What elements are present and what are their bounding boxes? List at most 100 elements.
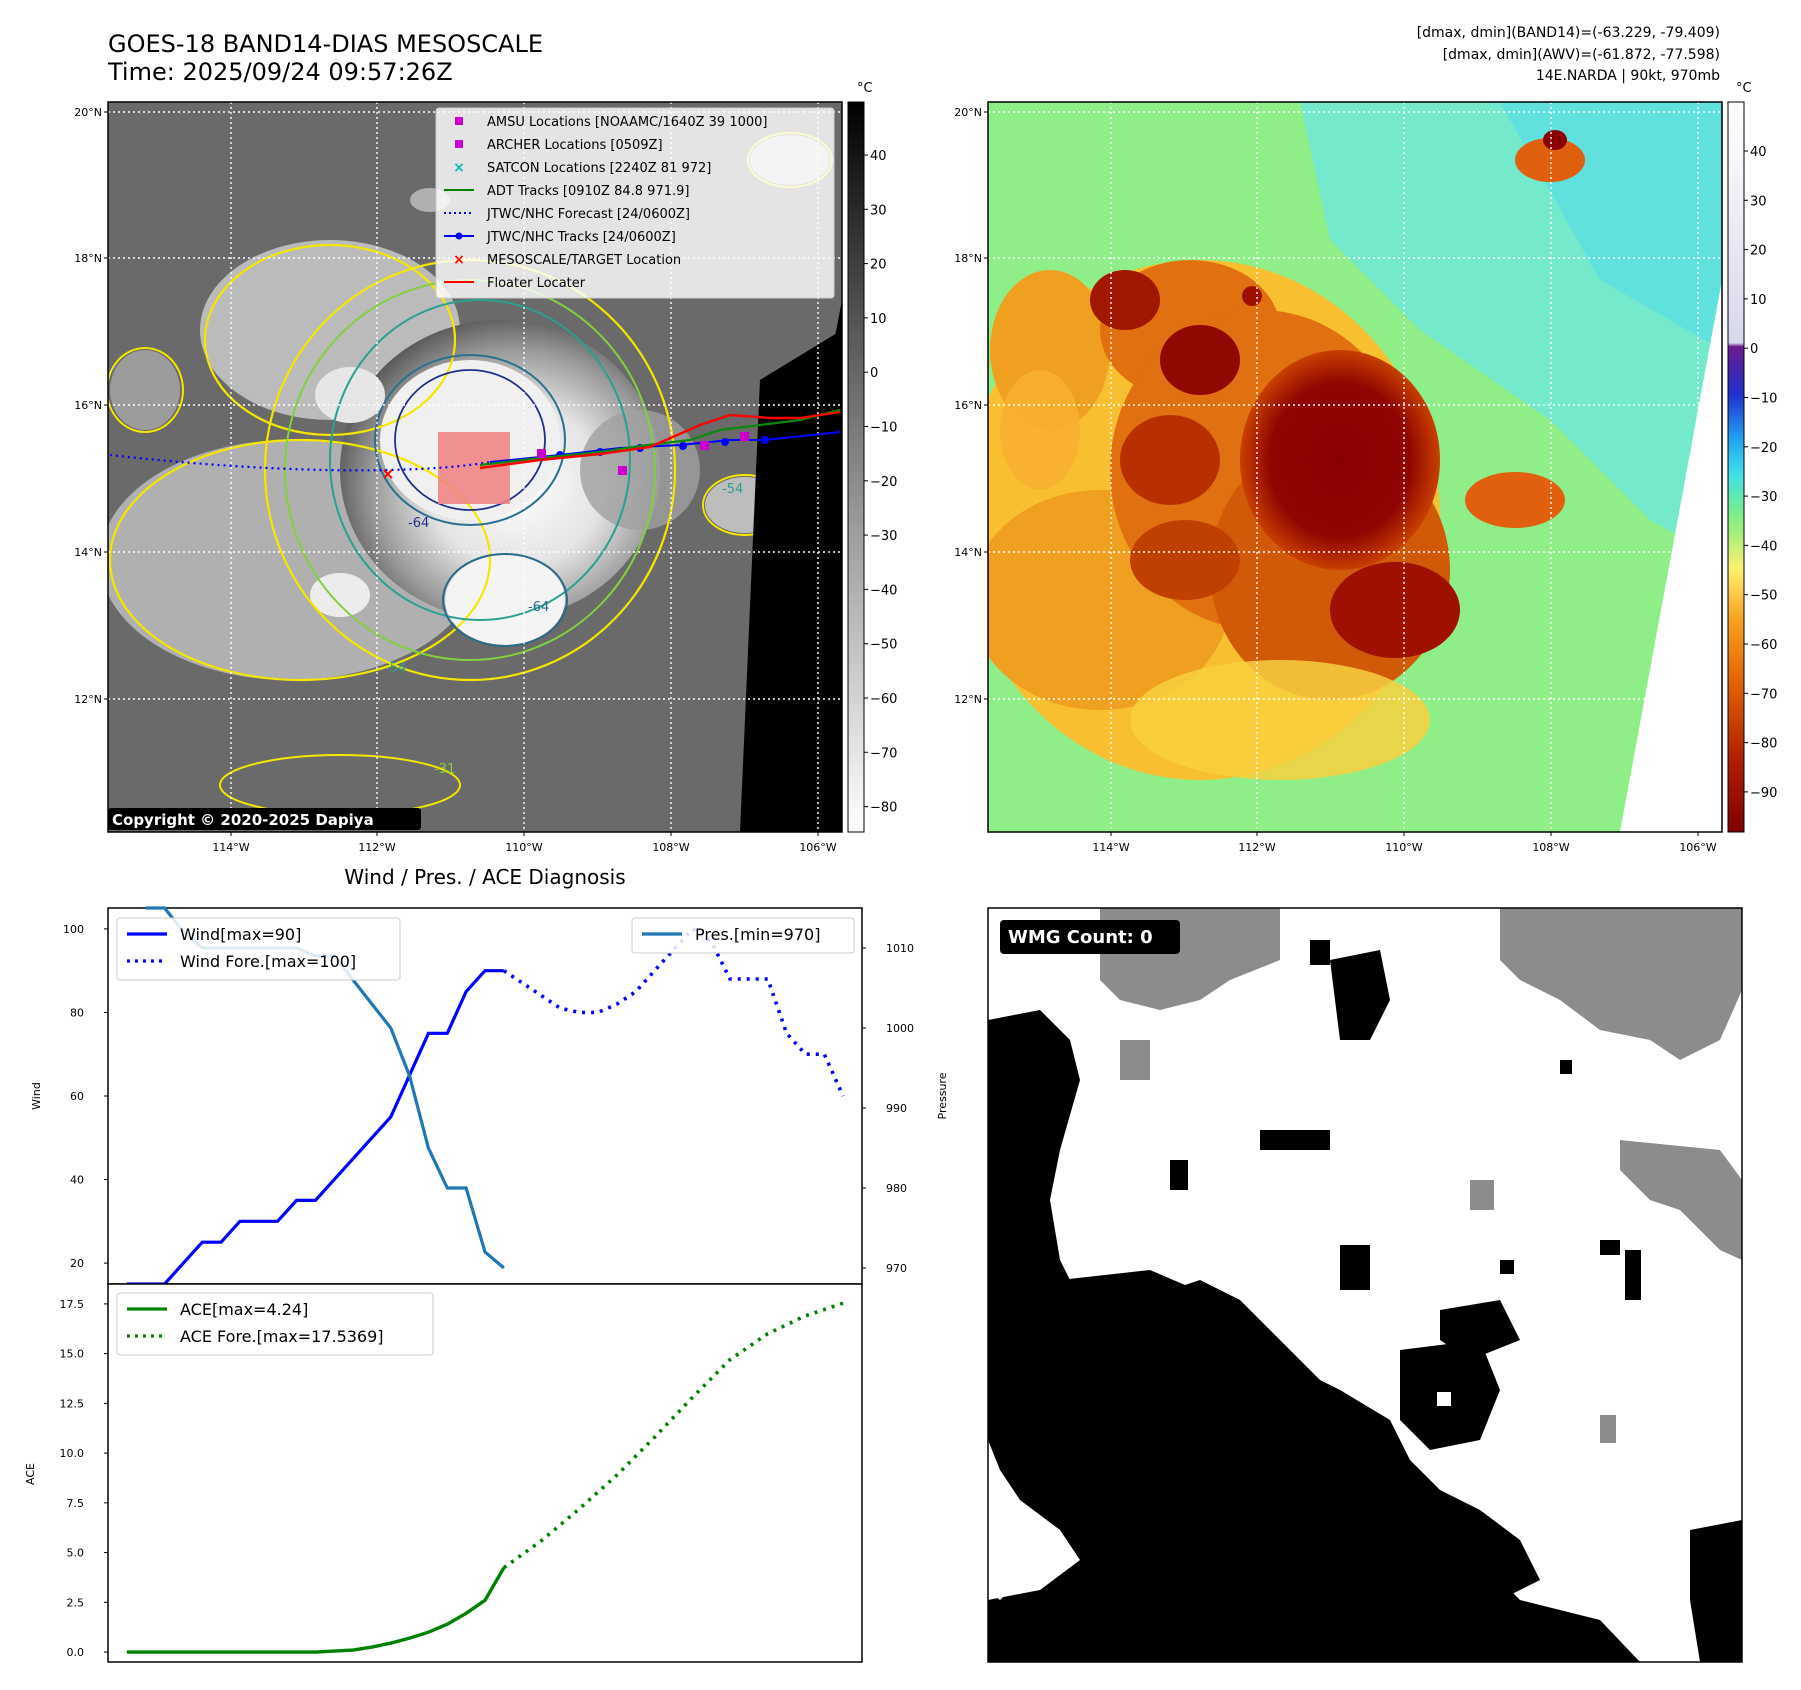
colorbar-tick-label: −80 [870, 801, 897, 816]
wind-legend: Wind[max=90] Wind Fore.[max=100] [116, 917, 401, 981]
copyright-text: Copyright © 2020-2025 Dapiya [112, 811, 374, 829]
legend-square-marker [455, 140, 463, 148]
legend-entry: Floater Locater [444, 276, 586, 291]
colorbar-tick-label: 40 [1750, 145, 1767, 160]
wmg-panel: WMG Count: 0 [987, 907, 1743, 1663]
pressure-tick-label: 1000 [886, 1022, 914, 1035]
ace-tick-label: 12.5 [60, 1397, 85, 1410]
series-line-wind [126, 969, 504, 1286]
legend-entry: ADT Tracks [0910Z 84.8 971.9] [444, 184, 689, 199]
legend-entry: JTWC/NHC Tracks [24/0600Z] [444, 230, 676, 245]
colorbar-tick-label: 10 [1750, 293, 1767, 308]
legend-dot-marker [455, 232, 463, 240]
legend-label: MESOSCALE/TARGET Location [487, 253, 681, 268]
contour-label: -64 [408, 516, 429, 531]
colorbar-tick-label: 30 [1750, 194, 1767, 209]
colorbar-tick-label: 10 [870, 312, 887, 327]
legend-label: ADT Tracks [0910Z 84.8 971.9] [487, 184, 689, 199]
series-line-ace-forecast [502, 1301, 844, 1570]
legend-x-marker: × [453, 160, 465, 176]
pressure-tick-label: 980 [886, 1182, 907, 1195]
wind-tick-label: 40 [70, 1174, 84, 1187]
colorbar-tick-label: −10 [870, 421, 897, 436]
ace-tick-label: 17.5 [60, 1298, 85, 1311]
lat-tick-label: 12°N [954, 693, 982, 706]
lon-tick-label: 106°W [799, 841, 836, 854]
lon-tick-label: 112°W [358, 841, 395, 854]
lon-tick-label: 106°W [1679, 841, 1716, 854]
legend-square-marker [455, 117, 463, 125]
colorbar-tick-label: −30 [870, 529, 897, 544]
legend-entry: × MESOSCALE/TARGET Location [453, 252, 681, 268]
legend-label: SATCON Locations [2240Z 81 972] [487, 161, 711, 176]
legend-label: ACE[max=4.24] [180, 1300, 308, 1319]
info-awv: [dmax, dmin](AWV)=(-61.872, -77.598) [1443, 47, 1720, 63]
colorbar-tick-label: −40 [1750, 539, 1777, 554]
wind-tick-label: 20 [70, 1257, 84, 1270]
pressure-tick-label: 1010 [886, 942, 914, 955]
ace-axis-label: ACE [24, 1463, 37, 1485]
lon-tick-label: 108°W [1532, 841, 1569, 854]
colorbar-tick-label: −60 [870, 692, 897, 707]
ace-tick-label: 15.0 [60, 1348, 85, 1361]
colorbar-tick-label: −80 [1750, 737, 1777, 752]
info-band14: [dmax, dmin](BAND14)=(-63.229, -79.409) [1417, 25, 1720, 41]
map-legend: AMSU Locations [NOAAMC/1640Z 39 1000] ARC… [435, 107, 835, 299]
map-color [987, 101, 1723, 833]
colorbar-tick-label: −50 [1750, 589, 1777, 604]
ace-legend: ACE[max=4.24] ACE Fore.[max=17.5369] [116, 1292, 434, 1356]
legend-label: JTWC/NHC Forecast [24/0600Z] [486, 207, 690, 222]
colorbar-tick-label: 20 [1750, 244, 1767, 259]
lat-tick-label: 18°N [74, 252, 102, 265]
wind-tick-label: 80 [70, 1006, 84, 1019]
map-color-axes: 20°N 18°N 16°N 14°N 12°N 114°W 112°W 110°W 108°W… [954, 106, 1717, 854]
lat-tick-label: 20°N [954, 106, 982, 119]
pressure-axis-label: Pressure [936, 1072, 949, 1119]
colorbar-unit: °C [1736, 81, 1752, 96]
figure-title: GOES-18 BAND14-DIAS MESOSCALE [108, 30, 543, 58]
wind-pressure-chart: 20 40 60 80 100 970 980 990 1000 1010 Wind[max=90]… [30, 906, 949, 1286]
colorbar-tick-label: 20 [870, 258, 887, 273]
contour-label: -54 [385, 661, 406, 676]
series-line-ace [126, 1566, 506, 1654]
lon-tick-label: 112°W [1238, 841, 1275, 854]
info-storm: 14E.NARDA | 90kt, 970mb [1536, 68, 1720, 84]
legend-label: Wind[max=90] [180, 925, 301, 944]
colorbar-tick-label: −70 [1750, 687, 1777, 702]
wmg-badge [1000, 920, 1180, 954]
lon-tick-label: 108°W [652, 841, 689, 854]
colorbar-tick-label: 0 [870, 366, 878, 381]
colorbar-tick-label: 30 [870, 203, 887, 218]
ace-tick-label: 10.0 [60, 1447, 85, 1460]
legend-x-marker: × [453, 252, 465, 268]
legend-entry: JTWC/NHC Forecast [24/0600Z] [444, 207, 690, 222]
ace-chart: 0.0 2.5 5.0 7.5 10.0 12.5 15.0 17.5 ACE[max=4.24… [24, 1283, 863, 1663]
colorbar-tick-label: −40 [870, 583, 897, 598]
lat-tick-label: 14°N [954, 546, 982, 559]
ace-tick-label: 2.5 [67, 1596, 85, 1609]
legend-label: ACE Fore.[max=17.5369] [180, 1327, 384, 1346]
colorbar-tick-label: −30 [1750, 490, 1777, 505]
colorbar-tick-label: −10 [1750, 392, 1777, 407]
map-grayscale: × -64 -64 -54 -54 -31 AMSU Locations [NO… [107, 101, 843, 833]
colorbar-unit: °C [857, 81, 873, 96]
legend-label: Wind Fore.[max=100] [180, 952, 356, 971]
lon-tick-label: 114°W [212, 841, 249, 854]
colorbar-grayscale: °C 40 30 20 10 0 −10 −20 −30 −40 −50 −60 −70 −80 [847, 81, 897, 833]
lat-tick-label: 12°N [74, 693, 102, 706]
lat-tick-label: 18°N [954, 252, 982, 265]
colorbar-tick-label: −20 [870, 475, 897, 490]
legend-label: Floater Locater [487, 276, 586, 291]
lat-tick-label: 16°N [74, 399, 102, 412]
contour-label: -64 [528, 600, 549, 615]
colorbar-tick-label: −70 [870, 746, 897, 761]
colorbar-color: °C 40 30 20 10 0 −10 −20 −30 −40 −50 −60 −70 −80 −90 [1727, 81, 1777, 833]
legend-entry: × SATCON Locations [2240Z 81 972] [453, 160, 711, 176]
legend-entry: ARCHER Locations [0509Z] [455, 138, 663, 153]
legend-label: ARCHER Locations [0509Z] [487, 138, 663, 153]
legend-box [116, 1292, 434, 1356]
lat-tick-label: 20°N [74, 106, 102, 119]
legend-entry: AMSU Locations [NOAAMC/1640Z 39 1000] [455, 115, 767, 130]
lat-tick-label: 16°N [954, 399, 982, 412]
